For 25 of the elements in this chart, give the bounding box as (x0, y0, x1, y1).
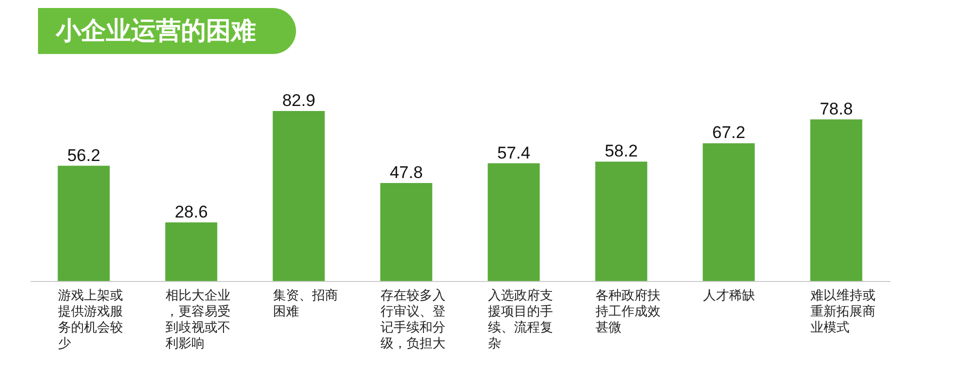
data-label: 58.2 (604, 142, 638, 161)
x-tick-label: 入选政府支援项目的手续、流程复杂 (488, 288, 553, 352)
bar (595, 162, 648, 281)
data-label: 78.8 (820, 99, 853, 118)
bar (165, 222, 218, 281)
bar (380, 182, 432, 281)
bar (702, 143, 755, 281)
bar (58, 166, 110, 281)
data-label: 47.8 (390, 162, 423, 182)
data-label: 28.6 (174, 202, 208, 222)
x-tick-label: 难以维持或重新拓展商业模式 (809, 288, 876, 336)
x-tick-label: 存在较多入行审议、登记手续和分级，负担大 (380, 288, 446, 352)
x-tick-label: 人才稀缺 (702, 288, 755, 304)
chart-title: 小企业运营的困难 (38, 8, 296, 54)
x-tick-label: 游戏上架或提供游戏服务的机会较少 (58, 288, 123, 352)
data-label: 82.9 (282, 91, 316, 110)
bar (810, 119, 862, 281)
data-label: 56.2 (67, 146, 100, 165)
x-tick-label: 集资、招商困难 (272, 288, 338, 320)
bar (488, 163, 540, 281)
data-label: 57.4 (497, 143, 530, 162)
data-label: 67.2 (712, 123, 746, 142)
x-tick-label: 相比大企业，更容易受到歧视或不利影响 (165, 288, 230, 352)
x-tick-label: 各种政府扶持工作成效甚微 (595, 288, 660, 336)
bar (272, 111, 325, 281)
